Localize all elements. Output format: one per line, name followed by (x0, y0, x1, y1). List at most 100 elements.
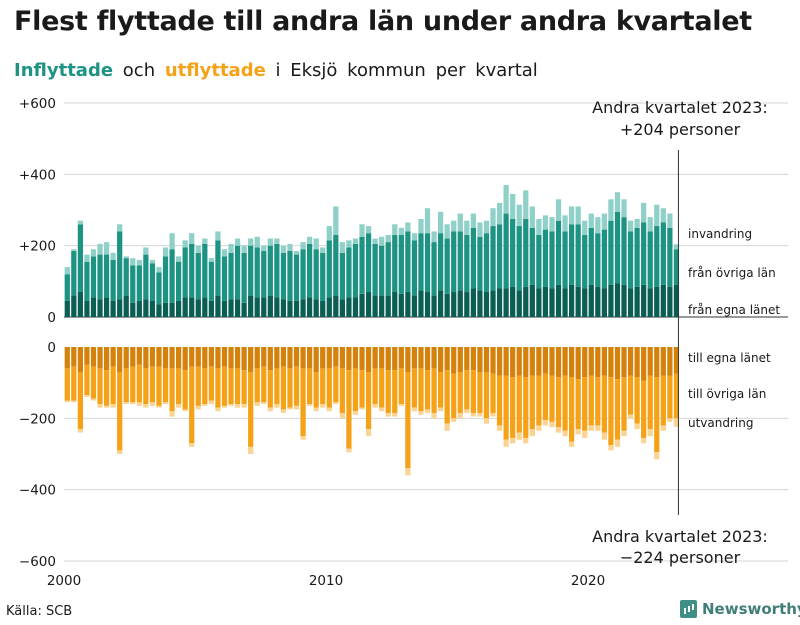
bar-outflow-egna (392, 347, 398, 371)
bar-inflow-ovriga (569, 224, 575, 285)
bar-outflow-ovriga (162, 368, 169, 403)
bar-outflow-utvandring (97, 404, 103, 408)
bar-inflow-ovriga (228, 252, 234, 300)
bar-outflow-ovriga (359, 370, 365, 408)
bar-outflow-egna (601, 347, 607, 376)
bar-inflow-egna (248, 295, 254, 317)
bar-outflow-ovriga (510, 377, 516, 438)
y-tick-label: +200 (19, 239, 56, 255)
subtitle-and: och (122, 60, 156, 81)
bar-outflow-utvandring (359, 407, 365, 410)
bar-inflow-ovriga (280, 252, 287, 300)
bar-inflow-invandring (254, 236, 260, 248)
bar-outflow-ovriga (234, 368, 241, 405)
bar-outflow-egna (169, 347, 175, 369)
y-tick-label: 0 (47, 310, 56, 326)
bar-outflow-ovriga (71, 366, 77, 401)
bar-outflow-ovriga (555, 377, 562, 428)
bar-outflow-ovriga (97, 368, 103, 405)
bar-inflow-egna (516, 290, 522, 317)
bar-inflow-invandring (470, 213, 476, 228)
bar-outflow-egna (477, 347, 483, 372)
bar-inflow-egna (169, 302, 175, 317)
bar-outflow-egna (490, 347, 496, 374)
bar-outflow-utvandring (444, 423, 450, 431)
bar-inflow-egna (189, 297, 195, 317)
brand-logo[interactable]: Newsworthy (680, 600, 800, 618)
x-tick-label: 2010 (309, 573, 343, 589)
bar-inflow-egna (359, 293, 365, 317)
bar-inflow-ovriga (162, 256, 169, 303)
bar-inflow-ovriga (90, 256, 97, 298)
bar-inflow-ovriga (261, 251, 267, 298)
bar-outflow-utvandring (673, 418, 680, 427)
bar-inflow-invandring (234, 238, 241, 246)
bar-inflow-invandring (136, 259, 142, 266)
bar-outflow-utvandring (208, 400, 214, 405)
bar-outflow-ovriga (424, 370, 431, 410)
bar-outflow-ovriga (143, 368, 149, 405)
bar-outflow-egna (333, 347, 339, 367)
bar-outflow-utvandring (202, 404, 208, 406)
bar-outflow-utvandring (241, 404, 247, 408)
bar-outflow-egna (110, 347, 116, 367)
bar-outflow-egna (300, 347, 306, 369)
bar-outflow-ovriga (647, 375, 653, 430)
bar-outflow-egna (162, 347, 169, 369)
bar-inflow-ovriga (379, 245, 385, 296)
bar-inflow-egna (536, 288, 542, 317)
bar-outflow-egna (274, 347, 280, 369)
source-note: Källa: SCB (6, 604, 73, 619)
bar-inflow-ovriga (641, 222, 647, 285)
bar-inflow-egna (582, 288, 588, 317)
bar-inflow-egna (392, 292, 398, 317)
bar-inflow-egna (477, 290, 483, 317)
bar-outflow-ovriga (77, 371, 83, 430)
bar-inflow-ovriga (444, 238, 450, 294)
bar-outflow-ovriga (549, 375, 555, 422)
bar-outflow-egna (84, 347, 90, 365)
bar-outflow-ovriga (516, 375, 522, 433)
bar-outflow-ovriga (405, 371, 411, 469)
bar-inflow-invandring (372, 238, 378, 244)
bar-outflow-utvandring (536, 425, 542, 431)
bar-outflow-utvandring (614, 439, 621, 447)
bar-outflow-utvandring (627, 414, 634, 419)
bar-inflow-ovriga (457, 231, 463, 291)
bar-inflow-invandring (667, 213, 673, 228)
bar-outflow-egna (267, 347, 273, 371)
bar-inflow-invandring (523, 190, 529, 219)
bar-inflow-egna (490, 290, 496, 317)
brand-name: Newsworthy (702, 600, 800, 618)
bar-inflow-egna (123, 295, 129, 317)
bar-inflow-invandring (627, 220, 634, 232)
bar-outflow-utvandring (182, 409, 188, 412)
bar-outflow-egna (562, 347, 568, 376)
bar-inflow-ovriga (352, 243, 359, 298)
bar-inflow-ovriga (241, 252, 247, 303)
bar-outflow-ovriga (464, 370, 470, 410)
bar-outflow-ovriga (300, 368, 306, 437)
bar-outflow-egna (117, 347, 123, 372)
bar-outflow-utvandring (228, 404, 234, 406)
bar-inflow-ovriga (464, 234, 470, 293)
bar-outflow-utvandring (84, 395, 90, 397)
bar-inflow-egna (77, 292, 83, 317)
bar-inflow-invandring (326, 226, 332, 241)
bar-inflow-invandring (438, 211, 444, 234)
bar-outflow-utvandring (424, 409, 431, 413)
bar-outflow-ovriga (438, 371, 444, 408)
bar-outflow-ovriga (582, 377, 588, 431)
bar-outflow-egna (451, 347, 457, 374)
bar-inflow-ovriga (176, 261, 182, 301)
annotation-bottom: −224 personer (620, 548, 741, 567)
annotation-bottom: Andra kvartalet 2023: (592, 527, 768, 546)
bar-outflow-egna (182, 347, 188, 371)
bar-outflow-utvandring (64, 400, 70, 403)
bar-outflow-egna (156, 347, 162, 367)
bar-inflow-ovriga (614, 211, 621, 284)
bar-outflow-egna (248, 347, 254, 372)
bar-outflow-egna (582, 347, 588, 378)
bar-outflow-egna (359, 347, 365, 371)
bar-inflow-invandring (536, 218, 542, 235)
